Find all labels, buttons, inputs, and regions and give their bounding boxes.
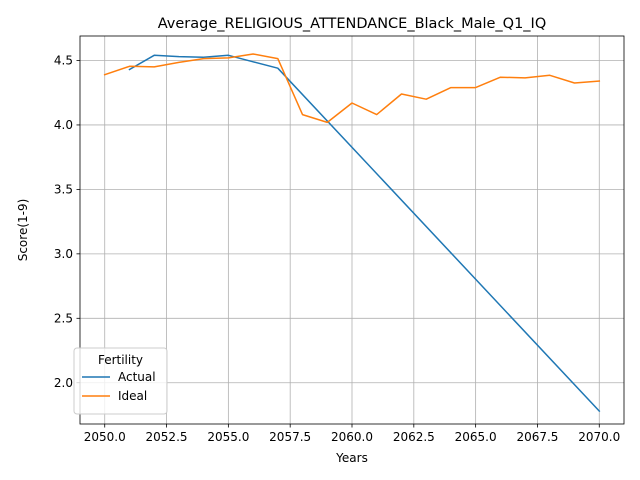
y-tick-label: 4.0 <box>54 118 73 132</box>
y-tick-label: 3.5 <box>54 182 73 196</box>
series-line-actual <box>128 54 601 413</box>
grid <box>80 36 624 424</box>
x-tick-label: 2067.5 <box>516 430 558 444</box>
legend-title: Fertility <box>98 353 143 367</box>
series-line-ideal <box>103 53 601 124</box>
x-tick-label: 2060.0 <box>331 430 373 444</box>
x-tick-label: 2057.5 <box>269 430 311 444</box>
legend-entries: Actual Ideal <box>82 370 156 403</box>
legend-box <box>73 347 168 415</box>
x-tick-label: 2065.0 <box>455 430 497 444</box>
x-tick-label: 2052.5 <box>146 430 188 444</box>
legend-label-ideal: Ideal <box>118 389 147 403</box>
series-lines <box>103 53 601 413</box>
legend-label-actual: Actual <box>118 370 156 384</box>
x-tick-label: 2070.0 <box>578 430 620 444</box>
x-tick-label: 2050.0 <box>84 430 126 444</box>
x-axis-label: Years <box>335 451 368 465</box>
x-tick-label: 2055.0 <box>207 430 249 444</box>
y-axis-label: Score(1-9) <box>16 199 30 262</box>
y-tick-label: 4.5 <box>54 53 73 67</box>
chart-title: Average_RELIGIOUS_ATTENDANCE_Black_Male_… <box>158 16 547 32</box>
y-tick-label: 2.0 <box>54 376 73 390</box>
y-tick-label: 3.0 <box>54 247 73 261</box>
legend: Fertility Actual Ideal <box>73 347 168 415</box>
x-axis-ticks: 2050.0 2052.5 2055.0 2057.5 2060.0 2062.5 2065… <box>84 424 620 444</box>
y-tick-label: 2.5 <box>54 311 73 325</box>
x-tick-label: 2062.5 <box>393 430 435 444</box>
y-axis-ticks: 2.0 2.5 3.0 3.5 4.0 4.5 <box>54 53 80 390</box>
